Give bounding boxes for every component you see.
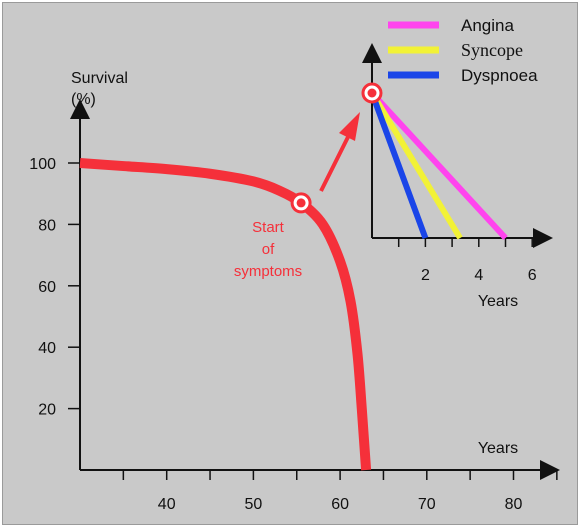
y-tick-label: 20 (38, 402, 56, 419)
x-tick-label: 70 (418, 496, 436, 513)
symptom-onset-label-line: of (262, 241, 275, 258)
survival-curve (79, 158, 372, 471)
inset-series-line-syncope (369, 91, 463, 240)
symptom-onset-label: Start of symptoms (234, 219, 302, 280)
y-tick-label: 40 (38, 340, 56, 357)
y-tick-label: 100 (29, 156, 56, 173)
zoom-arrow-shaft (319, 136, 350, 192)
y-axis-label-line: Survival (71, 70, 128, 87)
symptom-onset-label-line: symptoms (234, 263, 302, 280)
inset-series-line-angina (369, 90, 508, 241)
inset-x-tick-label: 4 (474, 267, 483, 284)
x-tick-label: 60 (331, 496, 349, 513)
inset-x-tick-label: 2 (421, 267, 430, 284)
inset-series-line-dyspnoea (369, 91, 429, 240)
x-tick-label: 80 (505, 496, 523, 513)
survival-chart: 40 50 60 70 80 100 80 60 40 20 Survival (%) Years Sta… (29, 16, 560, 513)
y-axis-label: Survival (%) (71, 70, 128, 108)
symptom-onset-marker-dot (296, 198, 306, 208)
inset-x-axis-label: Years (478, 293, 518, 310)
x-tick-label: 40 (158, 496, 176, 513)
inset-start-marker-dot (367, 88, 377, 98)
legend-label-angina: Angina (461, 16, 514, 35)
inset-x-tick-label: 6 (528, 267, 537, 284)
zoom-arrow-head (339, 112, 360, 141)
inset-plot: 2 4 6 Years Angina Syncope Dyspnoea (361, 16, 553, 310)
y-axis-label-line: (%) (71, 91, 96, 108)
main-plot: 40 50 60 70 80 100 80 60 40 20 Survival (%) Years Sta… (29, 70, 560, 513)
legend-label-syncope: Syncope (461, 40, 523, 60)
legend-label-dyspnoea: Dyspnoea (461, 66, 538, 85)
x-axis-label: Years (478, 440, 518, 457)
y-tick-label: 60 (38, 279, 56, 296)
symptom-onset-label-line: Start (252, 219, 285, 236)
x-tick-label: 50 (245, 496, 263, 513)
y-tick-label: 80 (38, 217, 56, 234)
